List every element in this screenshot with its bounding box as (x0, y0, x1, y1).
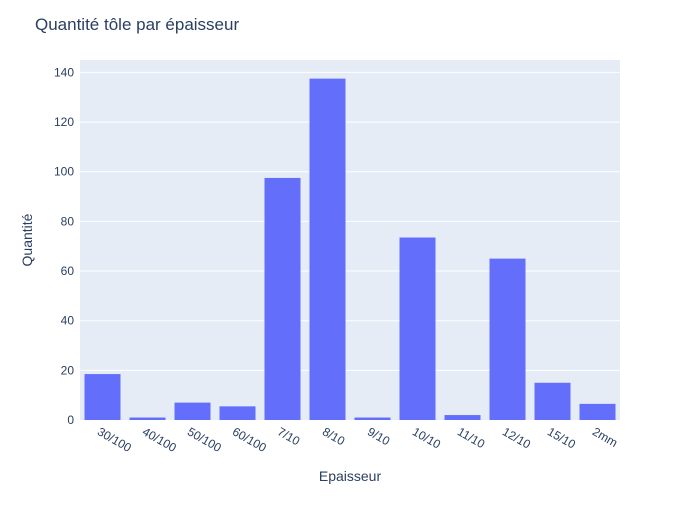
y-axis-ticks: 0 20 40 60 80 100 120 140 (54, 65, 74, 427)
bar-7-10[interactable] (264, 177, 301, 420)
x-tick-label: 15/10 (545, 424, 578, 451)
x-tick-label: 12/10 (500, 424, 533, 451)
bars (84, 78, 616, 420)
x-tick-label: 30/100 (95, 424, 134, 455)
bar-40-100[interactable] (129, 417, 166, 420)
bar-12-10[interactable] (489, 258, 526, 420)
y-axis-label: Quantité (19, 213, 35, 266)
bar-15-10[interactable] (534, 382, 571, 420)
y-tick-label: 100 (54, 165, 74, 179)
bar-2mm[interactable] (579, 403, 616, 420)
y-tick-label: 80 (61, 214, 75, 228)
bar-9-10[interactable] (354, 417, 391, 420)
gridlines (80, 71, 620, 371)
x-tick-label: 50/100 (185, 424, 224, 455)
chart-title: Quantité tôle par épaisseur (35, 15, 239, 34)
bar-8-10[interactable] (309, 78, 346, 420)
y-tick-label: 0 (67, 413, 74, 427)
x-tick-label: 60/100 (230, 424, 269, 455)
x-axis-ticks: 30/100 40/100 50/100 60/100 7/10 8/10 9/10 10/1… (95, 424, 620, 455)
y-tick-label: 140 (54, 65, 74, 79)
x-tick-label: 11/10 (455, 424, 488, 451)
x-axis-label: Epaisseur (319, 468, 382, 484)
x-tick-label: 40/100 (140, 424, 179, 455)
x-tick-label: 7/10 (275, 424, 303, 448)
y-tick-label: 120 (54, 115, 74, 129)
x-tick-label: 9/10 (365, 424, 393, 448)
bar-60-100[interactable] (219, 406, 256, 420)
y-tick-label: 40 (61, 314, 75, 328)
y-tick-label: 20 (61, 363, 75, 377)
y-tick-label: 60 (61, 264, 75, 278)
x-tick-label: 8/10 (320, 424, 348, 448)
x-tick-label: 2mm (590, 424, 620, 449)
bar-30-100[interactable] (84, 374, 121, 420)
x-tick-label: 10/10 (410, 424, 443, 451)
plot-area (80, 60, 620, 420)
bar-10-10[interactable] (399, 237, 436, 420)
bar-11-10[interactable] (444, 415, 481, 420)
bar-50-100[interactable] (174, 402, 211, 420)
